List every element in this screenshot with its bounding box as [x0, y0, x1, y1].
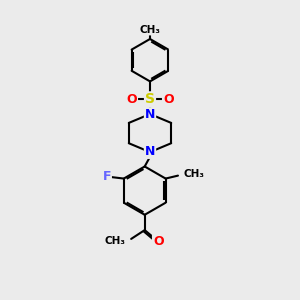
Text: O: O — [153, 236, 164, 248]
Text: S: S — [145, 92, 155, 106]
Text: O: O — [126, 93, 137, 106]
Text: N: N — [145, 108, 155, 121]
Text: CH₃: CH₃ — [183, 169, 204, 179]
Text: CH₃: CH₃ — [105, 236, 126, 246]
Text: O: O — [163, 93, 174, 106]
Text: CH₃: CH₃ — [140, 25, 160, 34]
Text: N: N — [145, 145, 155, 158]
Text: F: F — [103, 170, 111, 183]
